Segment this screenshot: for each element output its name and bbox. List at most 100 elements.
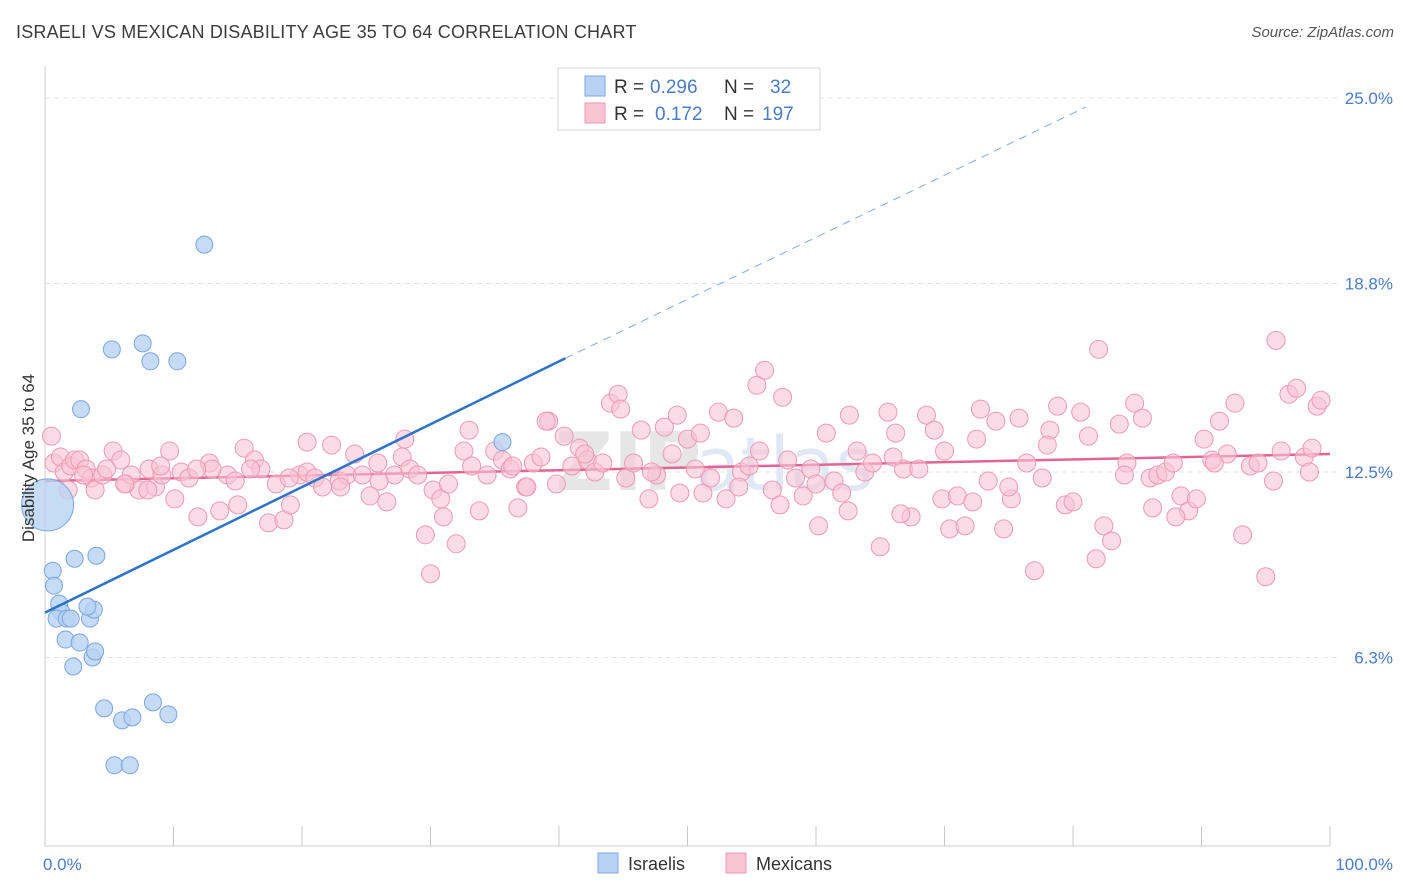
mexicans-point-88 (701, 468, 721, 488)
israelis-point-2 (44, 576, 63, 595)
mexicans-point-164 (1287, 378, 1307, 398)
mexicans-point-129 (1017, 453, 1037, 473)
mexicans-point-137 (1078, 426, 1098, 446)
mexicans-point-199 (331, 477, 351, 497)
mexicans-points (41, 330, 1331, 587)
mexicans-point-169 (1266, 330, 1286, 350)
y-tick-label-1: 18.8% (1345, 275, 1393, 294)
y-tick-label-0: 25.0% (1345, 89, 1393, 108)
israelis-trend-solid (44, 357, 566, 614)
mexicans-point-90 (716, 489, 736, 509)
mexicans-point-212 (838, 501, 858, 521)
mexicans-point-171 (773, 387, 793, 407)
mexicans-point-160 (1256, 567, 1276, 587)
israelis-point-15 (71, 400, 90, 419)
mexicans-point-168 (1311, 390, 1331, 410)
israelis-point-20 (195, 235, 214, 254)
x-tick-label-first: 0.0% (43, 855, 82, 874)
legend-israelis-n-label: N = (724, 77, 754, 98)
mexicans-point-161 (1263, 471, 1283, 491)
mexicans-point-159 (1248, 453, 1268, 473)
mexicans-point-66 (531, 447, 551, 467)
mexicans-point-162 (1271, 441, 1291, 461)
israelis-point-1 (43, 561, 62, 580)
mexicans-point-83 (662, 444, 682, 464)
mexicans-point-156 (1225, 393, 1245, 413)
bottom-legend: Israelis Mexicans (597, 852, 832, 874)
mexicans-point-166 (1302, 438, 1322, 458)
israelis-point-14 (87, 546, 106, 565)
mexicans-point-140 (1102, 531, 1122, 551)
mexicans-point-172 (667, 405, 687, 425)
mexicans-point-135 (1063, 492, 1083, 512)
mexicans-point-128 (1009, 408, 1029, 428)
mexicans-point-184 (967, 429, 987, 449)
mexicans-point-103 (816, 423, 836, 443)
israelis-trend-line (44, 106, 1087, 614)
mexicans-point-80 (639, 489, 659, 509)
mexicans-point-201 (225, 471, 245, 491)
mexicans-point-170 (1089, 339, 1109, 359)
x-tick-labels: 0.0% 100.0% (43, 855, 1393, 874)
israelis-point-10 (70, 633, 89, 652)
mexicans-point-74 (593, 453, 613, 473)
mexicans-point-50 (408, 465, 428, 485)
mexicans-point-23 (188, 507, 208, 527)
legend-mexicans-swatch (584, 102, 606, 124)
mexicans-point-86 (685, 459, 705, 479)
legend-mexicans-n-label: N = (724, 104, 754, 125)
mexicans-point-196 (503, 456, 523, 476)
mexicans-point-185 (806, 474, 826, 494)
legend-israelis-r-label: R = (614, 77, 644, 98)
mexicans-point-187 (999, 477, 1019, 497)
mexicans-point-63 (508, 498, 528, 518)
mexicans-point-123 (970, 399, 990, 419)
mexicans-point-190 (1166, 507, 1186, 527)
mexicans-point-9 (85, 480, 105, 500)
mexicans-point-31 (259, 513, 279, 533)
mexicans-point-194 (642, 462, 662, 482)
mexicans-point-151 (1186, 489, 1206, 509)
mexicans-point-115 (909, 459, 929, 479)
mexicans-point-77 (616, 468, 636, 488)
mexicans-point-117 (924, 420, 944, 440)
mexicans-point-46 (377, 492, 397, 512)
mexicans-point-189 (1114, 465, 1134, 485)
mexicans-point-45 (368, 453, 388, 473)
mexicans-point-211 (517, 477, 537, 497)
mexicans-point-136 (1071, 402, 1091, 422)
bottom-legend-israelis-label: Israelis (628, 854, 685, 874)
israelis-point-27 (143, 693, 162, 712)
mexicans-point-27 (228, 495, 248, 515)
y-tick-labels: 25.0% 18.8% 12.5% 6.3% (1345, 89, 1393, 668)
mexicans-point-175 (459, 420, 479, 440)
mexicans-point-78 (624, 453, 644, 473)
mexicans-point-107 (847, 441, 867, 461)
y-axis-label: Disability Age 35 to 64 (19, 374, 38, 542)
israelis-point-9 (64, 657, 83, 676)
y-tick-label-3: 6.3% (1354, 649, 1393, 668)
chart-title: ISRAELI VS MEXICAN DISABILITY AGE 35 TO … (16, 22, 637, 42)
mexicans-point-178 (241, 459, 261, 479)
mexicans-point-180 (138, 480, 158, 500)
mexicans-point-121 (955, 516, 975, 536)
israelis-point-17 (133, 334, 152, 353)
legend-israelis-swatch (584, 75, 606, 97)
mexicans-point-98 (778, 450, 798, 470)
mexicans-point-97 (770, 495, 790, 515)
mexicans-point-197 (433, 507, 453, 527)
mexicans-point-79 (631, 420, 651, 440)
mexicans-point-93 (739, 456, 759, 476)
mexicans-point-192 (729, 477, 749, 497)
mexicans-point-144 (1132, 408, 1152, 428)
mexicans-point-152 (1194, 429, 1214, 449)
mexicans-point-43 (352, 465, 372, 485)
legend-mexicans-r-value: 0.172 (655, 104, 703, 125)
source-credit: Source: ZipAtlas.com (1251, 24, 1394, 41)
mexicans-point-34 (280, 495, 300, 515)
mexicans-point-116 (917, 405, 937, 425)
mexicans-point-183 (935, 441, 954, 461)
israelis-point-21 (78, 597, 97, 616)
mexicans-point-118 (932, 489, 952, 509)
